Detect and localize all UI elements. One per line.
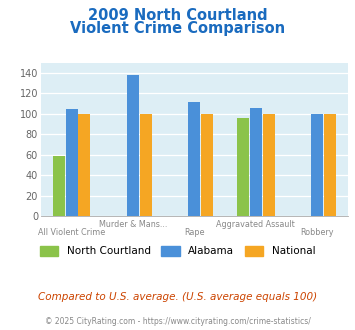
Bar <box>311 114 323 216</box>
Text: Violent Crime Comparison: Violent Crime Comparison <box>70 21 285 36</box>
Bar <box>66 109 77 216</box>
Bar <box>201 114 213 216</box>
Bar <box>250 108 262 216</box>
Bar <box>237 118 249 216</box>
Bar <box>263 114 275 216</box>
Text: Aggravated Assault: Aggravated Assault <box>217 220 295 229</box>
Bar <box>53 156 65 216</box>
Legend: North Courtland, Alabama, National: North Courtland, Alabama, National <box>36 242 320 260</box>
Bar <box>127 75 139 216</box>
Bar <box>140 114 152 216</box>
Bar <box>189 102 200 216</box>
Text: Rape: Rape <box>184 228 204 237</box>
Text: © 2025 CityRating.com - https://www.cityrating.com/crime-statistics/: © 2025 CityRating.com - https://www.city… <box>45 317 310 326</box>
Text: 2009 North Courtland: 2009 North Courtland <box>88 8 267 23</box>
Text: Compared to U.S. average. (U.S. average equals 100): Compared to U.S. average. (U.S. average … <box>38 292 317 302</box>
Text: All Violent Crime: All Violent Crime <box>38 228 105 237</box>
Bar <box>324 114 336 216</box>
Text: Murder & Mans...: Murder & Mans... <box>99 220 167 229</box>
Bar <box>78 114 91 216</box>
Text: Robbery: Robbery <box>300 228 334 237</box>
